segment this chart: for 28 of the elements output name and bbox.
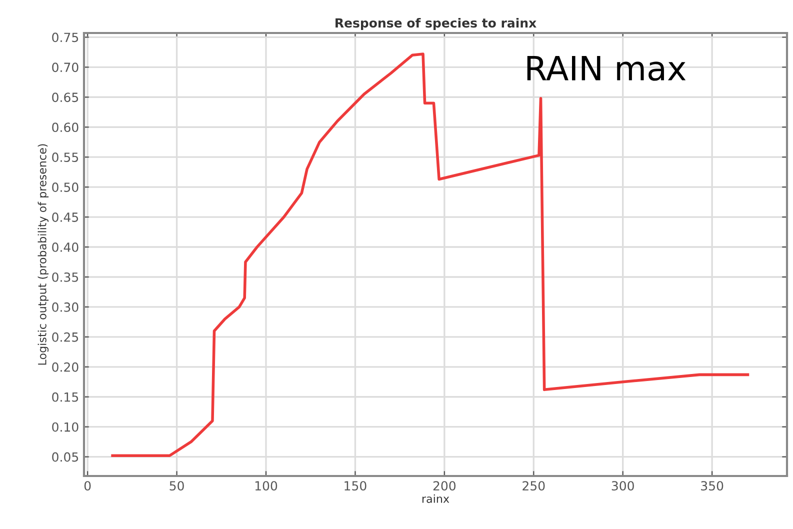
x-tick-label: 250 [522, 481, 545, 491]
y-tick-label: 0.45 [52, 212, 78, 222]
x-tick-label: 350 [701, 481, 724, 491]
x-tick-label: 0 [84, 481, 91, 491]
y-tick-label: 0.50 [52, 182, 78, 192]
x-tick-label: 300 [612, 481, 634, 491]
line-series [111, 52, 750, 458]
y-tick-label: 0.70 [52, 62, 78, 72]
y-tick-label: 0.60 [52, 122, 78, 132]
x-tick-label: 150 [344, 481, 366, 491]
y-tick-label: 0.15 [52, 392, 78, 402]
y-tick-label: 0.65 [52, 92, 78, 102]
y-tick-label: 0.20 [52, 362, 78, 372]
y-tick-label: 0.55 [52, 152, 78, 162]
y-tick-label: 0.05 [52, 452, 78, 462]
x-axis-title: rainx [422, 494, 450, 503]
x-tick-label: 50 [170, 481, 184, 491]
y-tick-label: 0.75 [52, 32, 78, 42]
y-axis-title: Logistic output (probability of presence) [38, 144, 49, 365]
y-tick-label: 0.40 [52, 242, 78, 252]
y-tick-label: 0.35 [52, 272, 78, 282]
y-tick-label: 0.30 [52, 302, 78, 312]
x-tick-label: 200 [433, 481, 456, 491]
chart-title: Response of species to rainx [336, 18, 536, 30]
y-tick-label: 0.25 [52, 332, 78, 342]
y-tick-label: 0.10 [52, 422, 78, 432]
annotation: RAIN max [527, 56, 686, 81]
x-tick-label: 100 [255, 481, 278, 491]
